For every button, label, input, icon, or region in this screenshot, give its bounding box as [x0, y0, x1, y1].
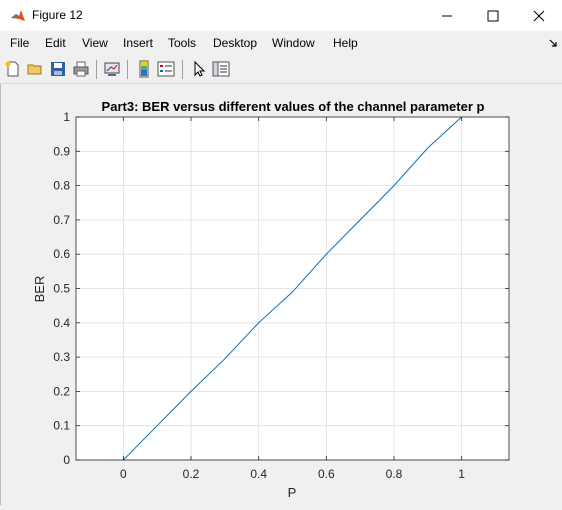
close-button[interactable] [516, 0, 562, 31]
x-tick-label: 1 [458, 467, 465, 481]
property-inspector-icon[interactable] [212, 60, 230, 78]
x-tick-label: 0 [120, 467, 127, 481]
x-tick-labels: 0 0.2 0.4 0.6 0.8 1 [120, 467, 465, 481]
line-chart[interactable]: 0 0.2 0.4 0.6 0.8 1 0 0.1 0.2 0.3 0.4 0.5 0.6 0.7 0.8… [1, 84, 562, 505]
menu-view[interactable]: View [82, 36, 108, 50]
maximize-button[interactable] [470, 0, 516, 31]
maximize-icon [487, 10, 499, 21]
x-axis-label: P [288, 485, 297, 500]
y-tick-label: 0.7 [53, 213, 70, 227]
y-tick-label: 0.9 [53, 144, 70, 158]
y-tick-label: 0.5 [53, 282, 70, 296]
matlab-logo-icon [11, 10, 25, 21]
y-tick-labels: 0 0.1 0.2 0.3 0.4 0.5 0.6 0.7 0.8 0.9 1 [53, 110, 70, 467]
series-layer [123, 116, 462, 461]
tick-marks [76, 116, 509, 461]
insert-colorbar-icon[interactable] [135, 60, 153, 78]
insert-legend-icon[interactable] [157, 60, 175, 78]
menu-tools[interactable]: Tools [168, 36, 197, 50]
y-axis-label: BER [32, 276, 47, 303]
x-tick-label: 0.6 [318, 467, 335, 481]
y-tick-label: 0.2 [53, 384, 70, 398]
y-tick-label: 0.3 [53, 350, 70, 364]
window-titlebar: Figure 12 [0, 0, 562, 31]
toolbar-separator [182, 60, 183, 79]
menu-window[interactable]: Window [272, 36, 315, 50]
x-tick-label: 0.2 [183, 467, 200, 481]
grid-lines [76, 116, 509, 461]
figure-toolbar [0, 56, 562, 84]
y-tick-label: 0.6 [53, 247, 70, 261]
menu-help[interactable]: Help [333, 36, 358, 50]
menu-insert[interactable]: Insert [123, 36, 154, 50]
x-tick-label: 0.8 [386, 467, 403, 481]
y-tick-label: 1 [63, 110, 70, 124]
new-figure-icon[interactable] [4, 60, 22, 78]
y-tick-label: 0.4 [53, 316, 70, 330]
x-tick-label: 0.4 [250, 467, 267, 481]
menu-bar: File Edit View Insert Tools Desktop Wind… [0, 31, 562, 56]
edit-plot-icon[interactable] [190, 60, 208, 78]
dock-arrow-icon[interactable] [549, 39, 558, 48]
toolbar-separator [127, 60, 128, 79]
minimize-icon [442, 15, 452, 16]
save-icon[interactable] [49, 60, 67, 78]
window-title: Figure 12 [32, 8, 83, 22]
menu-desktop[interactable]: Desktop [213, 36, 258, 50]
open-file-icon[interactable] [26, 60, 44, 78]
y-tick-label: 0.1 [53, 419, 70, 433]
menu-file[interactable]: File [10, 36, 30, 50]
minimize-button[interactable] [424, 0, 470, 31]
series-line [123, 116, 462, 461]
chart-title: Part3: BER versus different values of th… [102, 99, 485, 114]
y-tick-label: 0.8 [53, 179, 70, 193]
toolbar-separator [96, 60, 97, 79]
close-icon [533, 10, 545, 21]
menu-edit[interactable]: Edit [45, 36, 66, 50]
link-plot-icon[interactable] [103, 60, 121, 78]
figure-canvas: 0 0.2 0.4 0.6 0.8 1 0 0.1 0.2 0.3 0.4 0.5 0.6 0.7 0.8… [0, 84, 562, 505]
y-tick-label: 0 [63, 453, 70, 467]
print-icon[interactable] [72, 60, 90, 78]
